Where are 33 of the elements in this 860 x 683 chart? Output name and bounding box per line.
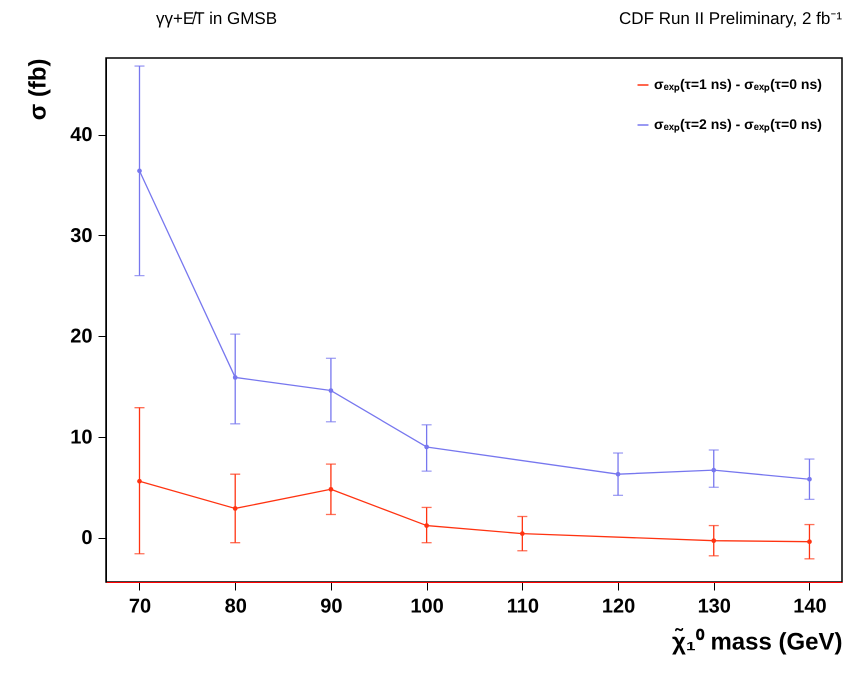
point — [328, 486, 334, 492]
point — [616, 472, 620, 477]
chart-title: γγ+E̸T in GMSB — [156, 9, 278, 28]
x-axis-title: χ̃₁⁰ mass (GeV) — [672, 628, 842, 656]
point — [807, 539, 812, 544]
text: CDF Run II Preliminary, 2 fb⁻¹ — [619, 9, 842, 28]
x-tick-label: 80 — [224, 596, 247, 618]
point — [711, 468, 716, 472]
point — [520, 531, 525, 536]
legend-label: σₑₓₚ(τ=2 ns) - σₑₓₚ(τ=0 ns) — [654, 116, 822, 133]
x-tick-label: 130 — [698, 596, 731, 618]
point — [137, 168, 142, 174]
point — [711, 538, 716, 544]
x-tick-label: 120 — [602, 596, 636, 618]
x-tick-label: 110 — [506, 596, 539, 618]
y-tick-label: 0 — [81, 527, 92, 550]
point — [424, 444, 429, 450]
y-tick-label: 20 — [70, 326, 92, 348]
legend-label: σₑₓₚ(τ=1 ns) - σₑₓₚ(τ=0 ns) — [654, 76, 822, 93]
point — [232, 375, 238, 380]
point — [807, 476, 812, 482]
x-tick-label: 140 — [793, 596, 827, 618]
x-tick-label: 100 — [410, 596, 444, 618]
y-tick-label: 40 — [70, 124, 92, 146]
y-tick-label: 30 — [70, 224, 92, 247]
point — [328, 388, 334, 393]
x-tick-label: 70 — [128, 596, 152, 618]
point — [424, 523, 429, 528]
y-axis-title: σ (fb) — [24, 58, 52, 120]
point — [137, 478, 142, 484]
y-tick-label: 10 — [70, 426, 92, 448]
x-tick-label: 90 — [320, 596, 343, 618]
point — [232, 506, 238, 511]
